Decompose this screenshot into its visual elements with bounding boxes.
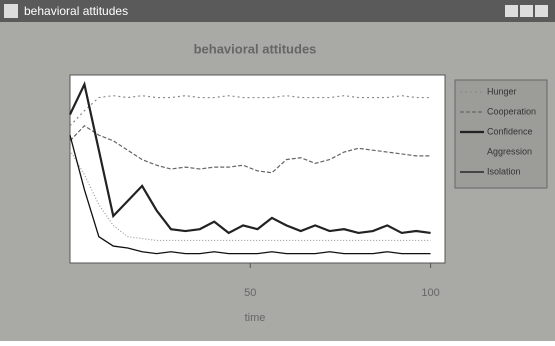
legend-label: Aggression xyxy=(487,146,532,156)
x-tick-label: 100 xyxy=(421,287,439,299)
minimize-button[interactable] xyxy=(505,5,518,17)
legend-label: Hunger xyxy=(487,86,517,96)
chart-title: behavioral attitudes xyxy=(194,41,317,56)
legend-label: Confidence xyxy=(487,126,533,136)
legend-label: Isolation xyxy=(487,166,521,176)
legend-label: Cooperation xyxy=(487,106,536,116)
chart-window: behavioral attitudes behavioral attitude… xyxy=(0,0,555,341)
close-button[interactable] xyxy=(535,5,548,17)
x-tick-label: 50 xyxy=(244,287,256,299)
maximize-button[interactable] xyxy=(520,5,533,17)
window-icon xyxy=(4,4,18,18)
window-title: behavioral attitudes xyxy=(24,4,128,18)
x-axis-label: time xyxy=(245,312,266,324)
